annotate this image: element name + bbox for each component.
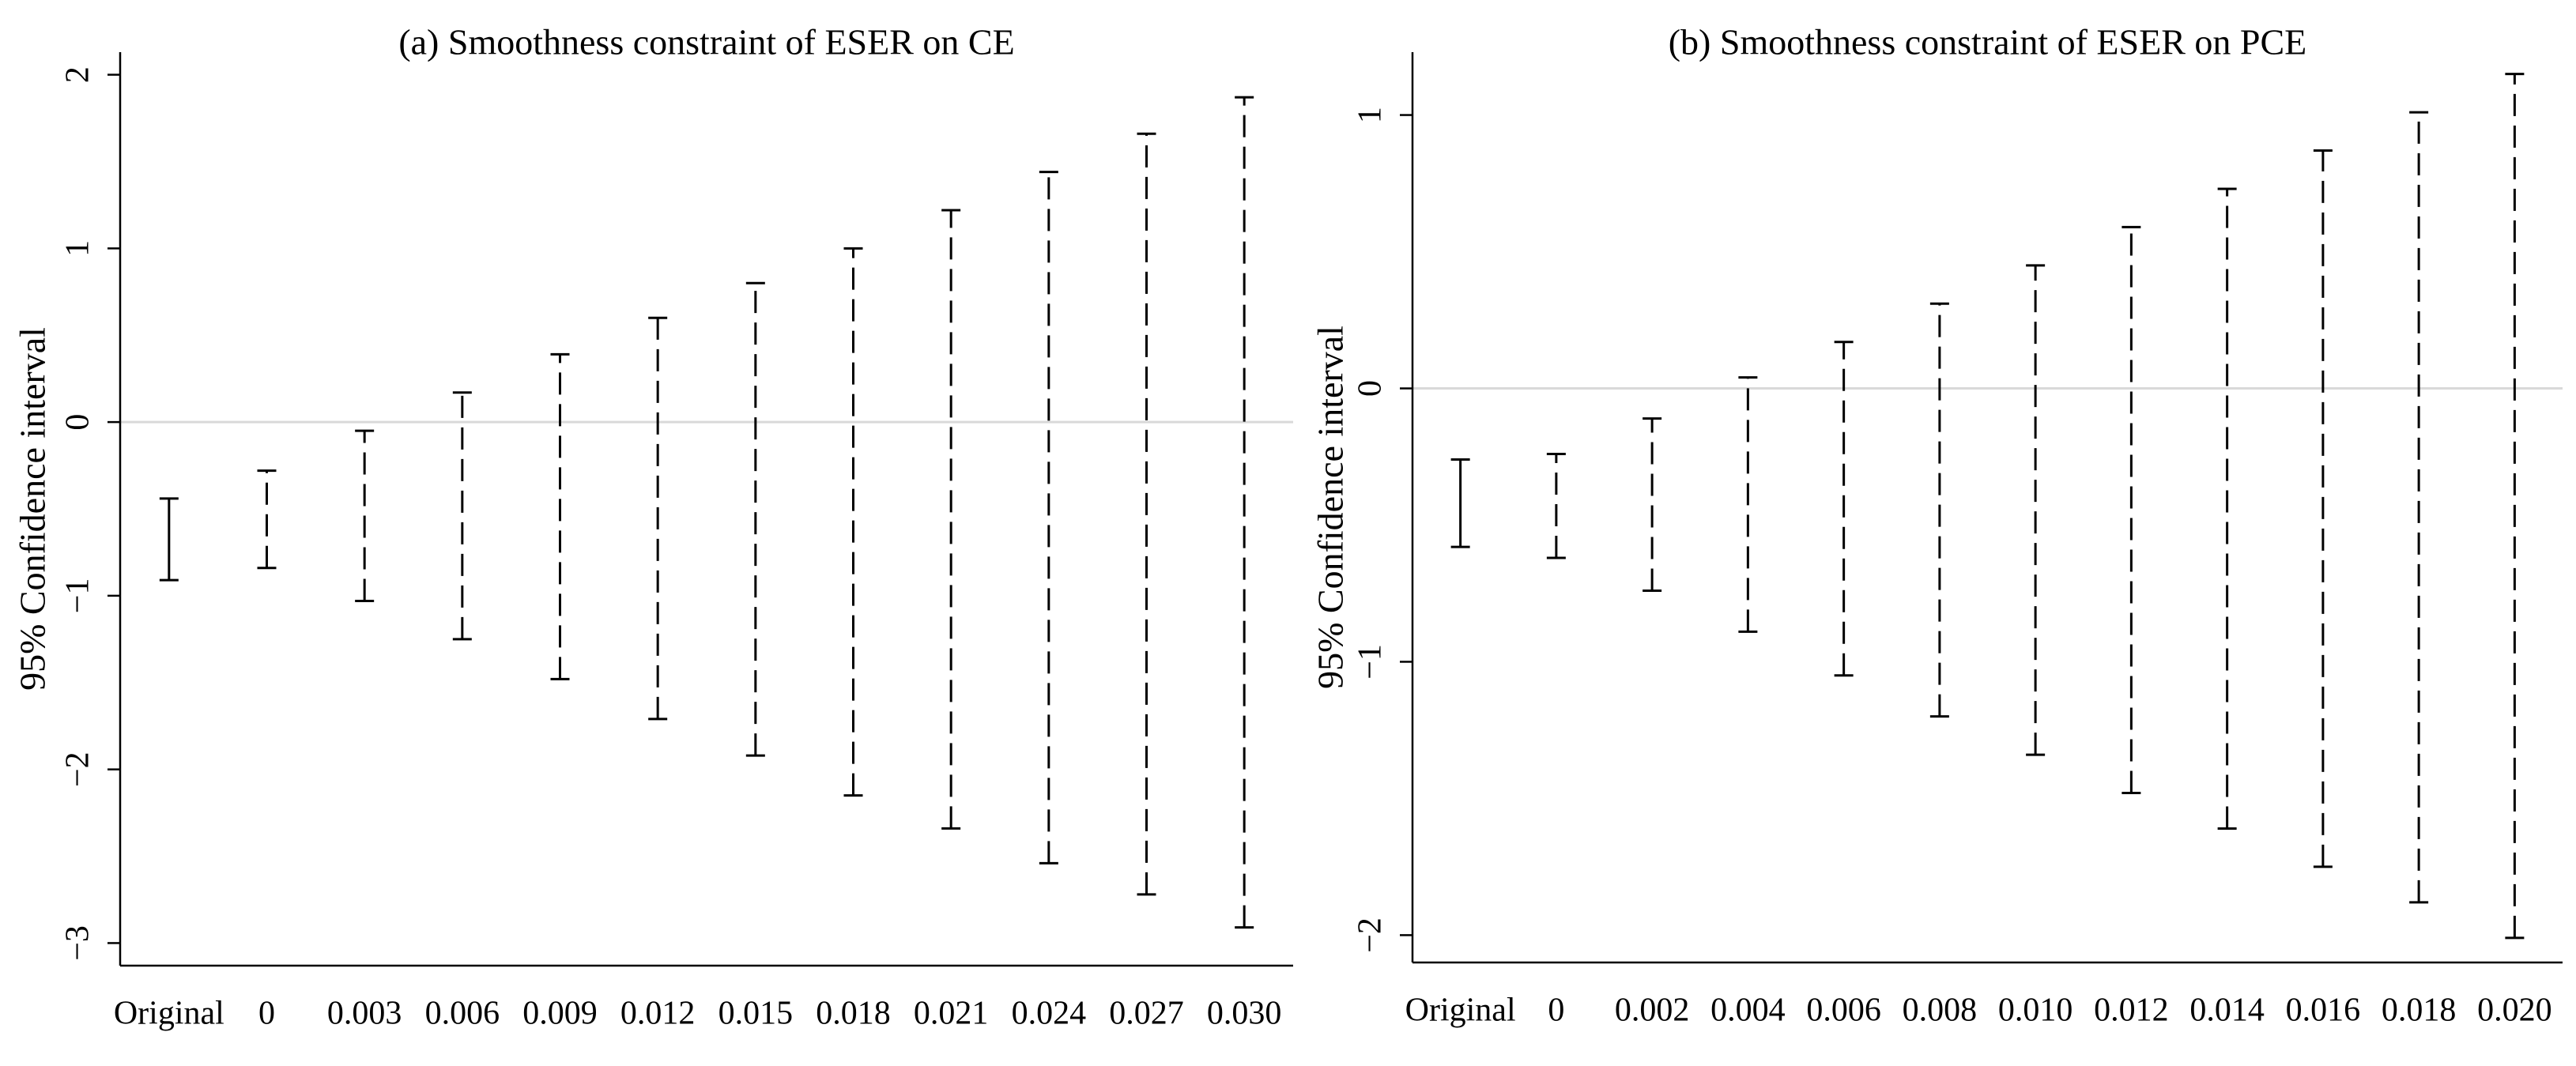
x-tick-label: Original [114, 996, 224, 1032]
chart-title: (b) Smoothness constraint of ESER on PCE [1669, 22, 2307, 62]
x-tick-label: 0.003 [327, 996, 402, 1032]
x-tick-label: 0.009 [522, 996, 598, 1032]
x-tick-label: 0 [258, 996, 275, 1032]
x-tick-label: 0.018 [2382, 993, 2457, 1029]
x-tick-label: 0.021 [914, 996, 989, 1032]
x-tick-label: 0.020 [2477, 993, 2552, 1029]
chart-title: (a) Smoothness constraint of ESER on CE [398, 22, 1014, 62]
x-tick-label: 0.006 [425, 996, 500, 1032]
x-tick-label: 0.012 [2094, 993, 2169, 1029]
x-tick-label: 0.002 [1615, 993, 1690, 1029]
x-tick-label: 0.027 [1109, 996, 1184, 1032]
y-tick-label: 2 [60, 66, 96, 83]
y-tick-label: 0 [1352, 380, 1389, 397]
y-tick-label: −2 [60, 751, 96, 787]
y-tick-label: −1 [60, 578, 96, 614]
x-tick-label: 0 [1548, 993, 1564, 1029]
y-tick-label: −1 [1352, 644, 1389, 680]
y-tick-label: 0 [60, 414, 96, 431]
x-tick-label: 0.015 [718, 996, 794, 1032]
x-tick-label: 0.008 [1903, 993, 1978, 1029]
y-tick-label: 1 [60, 240, 96, 257]
y-tick-label: −2 [1352, 917, 1389, 953]
x-tick-label: 0.010 [1998, 993, 2073, 1029]
x-tick-label: 0.018 [816, 996, 891, 1032]
x-tick-label: 0.030 [1207, 996, 1282, 1032]
x-tick-label: 0.004 [1710, 993, 1786, 1029]
y-tick-label: 1 [1352, 107, 1389, 123]
y-axis-label: 95% Confidence interval [13, 327, 53, 691]
x-tick-label: 0.016 [2286, 993, 2361, 1029]
x-tick-label: Original [1405, 993, 1516, 1029]
x-tick-label: 0.024 [1012, 996, 1087, 1032]
x-tick-label: 0.014 [2189, 993, 2265, 1029]
x-tick-label: 0.012 [620, 996, 696, 1032]
y-axis-label: 95% Confidence interval [1311, 326, 1351, 689]
x-tick-label: 0.006 [1806, 993, 1881, 1029]
y-tick-label: −3 [60, 925, 96, 961]
